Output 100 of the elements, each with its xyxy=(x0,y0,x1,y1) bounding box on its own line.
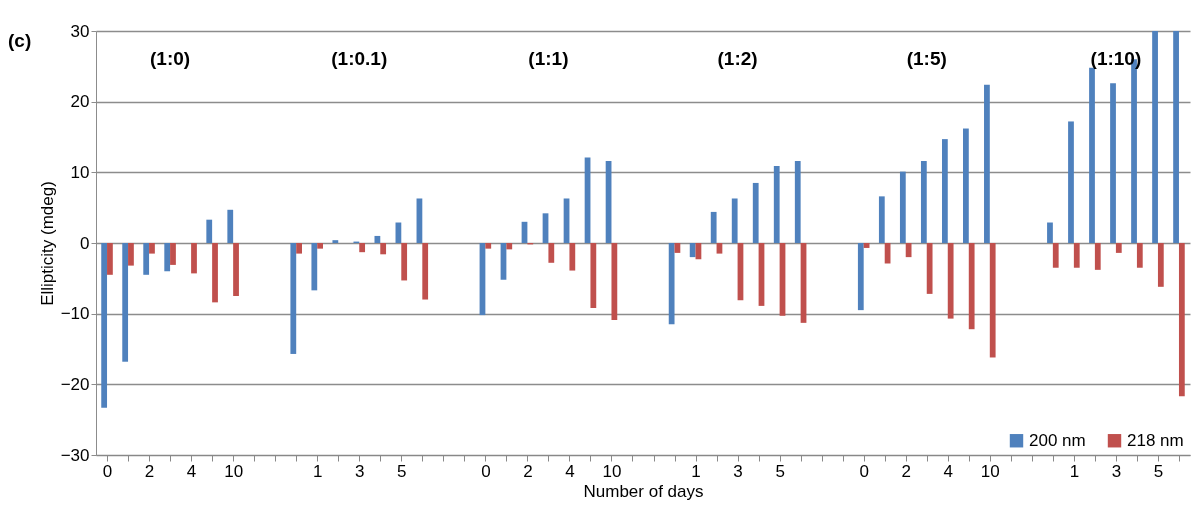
annotation: (1:0.1) xyxy=(331,48,388,69)
bar xyxy=(311,243,318,291)
x-tick-label: 2 xyxy=(523,461,533,481)
x-tick-label: 4 xyxy=(186,461,197,481)
bar xyxy=(290,243,297,354)
x-tick-label: 1 xyxy=(1069,461,1080,481)
bar xyxy=(710,211,717,243)
y-tick-label: −20 xyxy=(60,374,90,394)
x-tick-label: 5 xyxy=(397,461,407,481)
bar xyxy=(963,128,969,243)
bar xyxy=(227,209,234,243)
y-axis-title: Ellipticity (mdeg) xyxy=(37,181,57,306)
bar xyxy=(1094,243,1101,270)
x-tick-label: 1 xyxy=(312,461,323,481)
x-tick-label: 0 xyxy=(102,461,113,481)
x-tick-label: 2 xyxy=(144,461,155,481)
bar xyxy=(332,240,339,243)
bar xyxy=(794,161,801,243)
bar xyxy=(548,243,555,263)
x-tick-label: 4 xyxy=(943,461,953,481)
bar xyxy=(122,243,129,362)
bar xyxy=(1047,222,1053,243)
bar xyxy=(191,243,197,274)
bar xyxy=(317,243,323,249)
bar xyxy=(968,243,975,330)
legend-label: 200 nm xyxy=(1029,430,1086,450)
text: (c) xyxy=(8,30,32,51)
bar xyxy=(1073,243,1080,268)
annotation: (1:2) xyxy=(717,48,758,69)
bar xyxy=(233,243,239,296)
x-tick-label: 1 xyxy=(691,461,701,481)
bar xyxy=(989,243,996,358)
bar xyxy=(107,243,113,275)
bar xyxy=(1052,243,1059,268)
y-tick-label: 0 xyxy=(80,233,90,253)
bar xyxy=(569,243,576,271)
bar xyxy=(611,243,618,321)
bar xyxy=(296,243,302,254)
y-tick-label: −10 xyxy=(60,304,90,324)
bar xyxy=(920,161,927,243)
bar xyxy=(984,84,990,243)
bar xyxy=(170,243,176,265)
bar xyxy=(947,243,954,319)
bar xyxy=(206,219,213,243)
bar xyxy=(1136,243,1143,268)
x-tick-label: 0 xyxy=(859,461,869,481)
x-tick-label: 10 xyxy=(602,461,622,481)
bar xyxy=(668,243,675,325)
x-tick-label: 4 xyxy=(565,461,575,481)
bar xyxy=(905,243,912,258)
bar xyxy=(590,243,597,309)
bar xyxy=(422,243,429,300)
bar xyxy=(731,198,738,243)
bar xyxy=(485,243,492,249)
x-tick-label: 3 xyxy=(355,461,365,481)
bar xyxy=(374,235,381,243)
x-tick-label: 5 xyxy=(1153,461,1164,481)
bar xyxy=(1115,243,1122,253)
annotation: (1:5) xyxy=(906,48,947,69)
x-axis-title: Number of days xyxy=(583,481,704,501)
bar xyxy=(101,243,108,408)
annotation: (1:10) xyxy=(1090,48,1142,69)
bar xyxy=(752,182,759,243)
x-tick-label: 10 xyxy=(980,461,1000,481)
bar xyxy=(716,243,723,254)
bar xyxy=(1068,121,1074,243)
x-tick-label: 10 xyxy=(224,461,244,481)
x-tick-label: 3 xyxy=(1111,461,1122,481)
bar xyxy=(689,243,696,258)
bar xyxy=(878,196,885,243)
legend-label: 218 nm xyxy=(1127,430,1184,450)
annotation: (1:1) xyxy=(528,48,569,69)
bar xyxy=(149,243,155,254)
bar xyxy=(1157,243,1164,287)
bar xyxy=(506,243,513,250)
bar xyxy=(401,243,408,281)
bar xyxy=(773,165,780,243)
x-tick-label: 2 xyxy=(901,461,911,481)
x-tick-label: 0 xyxy=(481,461,491,481)
annotation: (1:0) xyxy=(150,48,191,69)
bar xyxy=(212,243,218,303)
bar xyxy=(164,243,171,272)
bar xyxy=(1089,67,1095,243)
bar xyxy=(926,243,933,294)
bar xyxy=(941,139,948,243)
y-tick-label: 20 xyxy=(70,92,90,112)
bar xyxy=(1110,83,1116,243)
y-tick-label: −30 xyxy=(60,445,90,465)
bar xyxy=(380,243,387,255)
bar xyxy=(899,171,906,243)
bar xyxy=(128,243,134,266)
x-tick-label: 3 xyxy=(733,461,743,481)
y-tick-label: 30 xyxy=(70,21,90,41)
x-tick-label: 5 xyxy=(775,461,785,481)
bar xyxy=(857,243,864,311)
bar xyxy=(1178,243,1185,397)
bar xyxy=(359,243,366,253)
bar xyxy=(143,243,150,275)
bar xyxy=(1152,31,1158,243)
y-tick-label: 10 xyxy=(70,162,90,182)
